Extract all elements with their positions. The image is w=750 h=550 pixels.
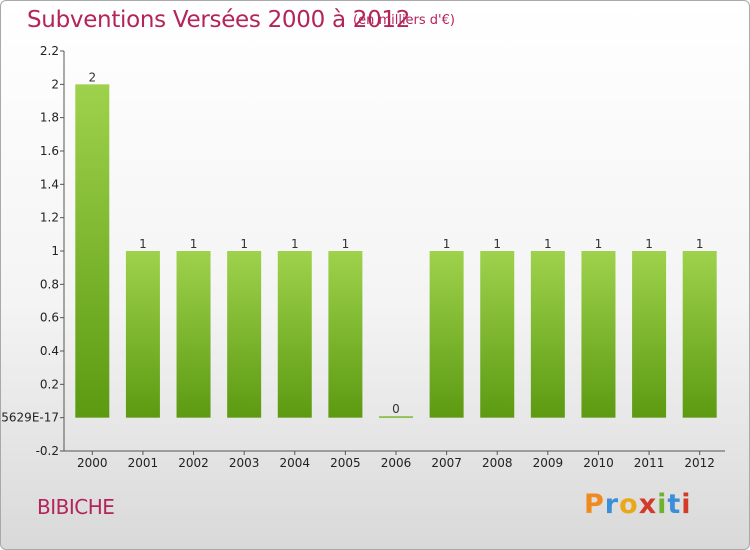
bar — [75, 84, 110, 418]
x-tick-label: 2003 — [229, 456, 260, 470]
y-tick-label: 0.2 — [40, 377, 59, 391]
y-tick-label: 1.8 — [40, 111, 59, 125]
logo-letter: x — [638, 489, 658, 520]
bar — [480, 251, 515, 418]
x-tick-label: 2011 — [634, 456, 665, 470]
x-tick-label: 2000 — [77, 456, 108, 470]
y-tick-label: 1.6 — [40, 144, 59, 158]
bar — [176, 251, 211, 418]
bar-value-label: 0 — [392, 402, 400, 416]
y-tick-label: 2 — [51, 77, 59, 91]
y-tick-label: 0.8 — [40, 277, 59, 291]
bar — [227, 251, 262, 418]
x-tick-label: 2005 — [330, 456, 361, 470]
bar-value-label: 1 — [139, 237, 147, 251]
bar-value-label: 1 — [595, 237, 603, 251]
bar-value-label: 2 — [88, 70, 96, 84]
y-tick-label: 0.4 — [40, 344, 59, 358]
bar-value-label: 1 — [544, 237, 552, 251]
x-tick-label: 2001 — [128, 456, 159, 470]
y-tick-label: -0.2 — [36, 444, 59, 458]
x-tick-label: 2007 — [431, 456, 462, 470]
bar-value-label: 1 — [696, 237, 704, 251]
y-tick-label: 1.4 — [40, 177, 59, 191]
bar — [632, 251, 667, 418]
bar-value-label: 1 — [190, 237, 198, 251]
bar-value-label: 1 — [240, 237, 248, 251]
bar-value-label: 1 — [443, 237, 451, 251]
x-tick-label: 2008 — [482, 456, 513, 470]
chart-axes: 2.2 2 1.8 1.6 1.4 1.2 1 0.8 0.6 0.4 0.2 -1.5629E-17… — [1, 44, 725, 470]
bar — [277, 251, 312, 418]
bar-value-label: 1 — [291, 237, 299, 251]
bar — [125, 251, 160, 418]
logo-letter: r — [604, 489, 620, 520]
y-tick-label: 1 — [51, 244, 59, 258]
proxiti-logo: Proxiti — [584, 489, 692, 520]
x-tick-label: 2004 — [279, 456, 310, 470]
bar-value-label: 1 — [342, 237, 350, 251]
bar — [429, 251, 464, 418]
logo-letter: i — [681, 489, 692, 520]
logo-letter: P — [584, 489, 605, 520]
bar — [328, 251, 363, 418]
bar-value-label: 1 — [645, 237, 653, 251]
x-tick-label: 2006 — [381, 456, 412, 470]
x-tick-label: 2012 — [684, 456, 715, 470]
y-tick-label: 0.6 — [40, 311, 59, 325]
bar — [530, 251, 565, 418]
chart-data-labels: 2 1 1 1 1 1 0 1 1 1 1 1 1 — [88, 70, 703, 416]
chart-bars — [75, 84, 717, 418]
bar — [682, 251, 717, 418]
y-tick-label: -1.5629E-17 — [1, 411, 59, 425]
bar-value-label: 1 — [493, 237, 501, 251]
chart-title: Subventions Versées 2000 à 2012 — [27, 7, 411, 33]
x-tick-label: 2009 — [533, 456, 564, 470]
x-tick-label: 2002 — [178, 456, 209, 470]
y-tick-label: 2.2 — [40, 44, 59, 58]
bar — [379, 416, 413, 418]
bar — [581, 251, 616, 418]
chart-unit-subtitle: (en milliers d'€) — [353, 13, 455, 28]
logo-letter: i — [657, 489, 668, 520]
logo-letter: o — [619, 489, 639, 520]
y-tick-label: 1.2 — [40, 211, 59, 225]
x-tick-label: 2010 — [583, 456, 614, 470]
commune-name: BIBICHE — [37, 495, 115, 519]
logo-letter: t — [667, 489, 682, 520]
